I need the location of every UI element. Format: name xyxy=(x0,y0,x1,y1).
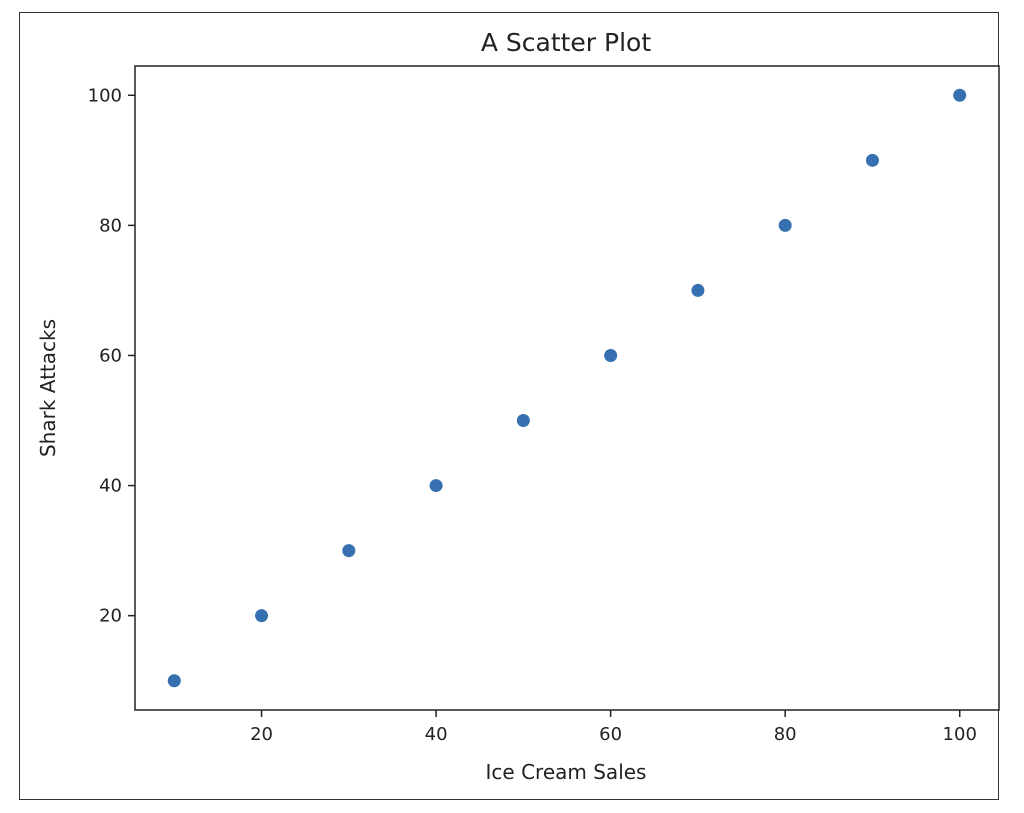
y-tick-label: 100 xyxy=(88,85,122,106)
data-point xyxy=(167,674,181,688)
data-point xyxy=(429,479,443,493)
data-point xyxy=(865,153,879,167)
x-tick-label: 100 xyxy=(943,724,977,745)
data-point xyxy=(255,609,269,623)
data-point xyxy=(342,544,356,558)
x-tick-label: 40 xyxy=(425,724,448,745)
data-point xyxy=(604,348,618,362)
x-axis: 20 40 60 80 100 xyxy=(250,710,977,745)
chart-title: A Scatter Plot xyxy=(481,28,652,57)
data-point xyxy=(953,88,967,102)
data-point xyxy=(516,414,530,428)
y-tick-label: 60 xyxy=(99,345,122,366)
x-tick-label: 80 xyxy=(774,724,797,745)
x-tick-label: 20 xyxy=(250,724,273,745)
y-tick-label: 40 xyxy=(99,476,122,497)
y-tick-label: 20 xyxy=(99,606,122,627)
y-axis-label: Shark Attacks xyxy=(36,319,60,457)
x-axis-label: Ice Cream Sales xyxy=(486,760,647,784)
y-tick-label: 80 xyxy=(99,215,122,236)
data-point xyxy=(778,218,792,232)
y-axis: 20 40 60 80 100 xyxy=(88,85,135,627)
scatter-points xyxy=(167,88,967,688)
data-point xyxy=(691,283,705,297)
x-tick-label: 60 xyxy=(599,724,622,745)
plot-area xyxy=(134,65,1000,711)
